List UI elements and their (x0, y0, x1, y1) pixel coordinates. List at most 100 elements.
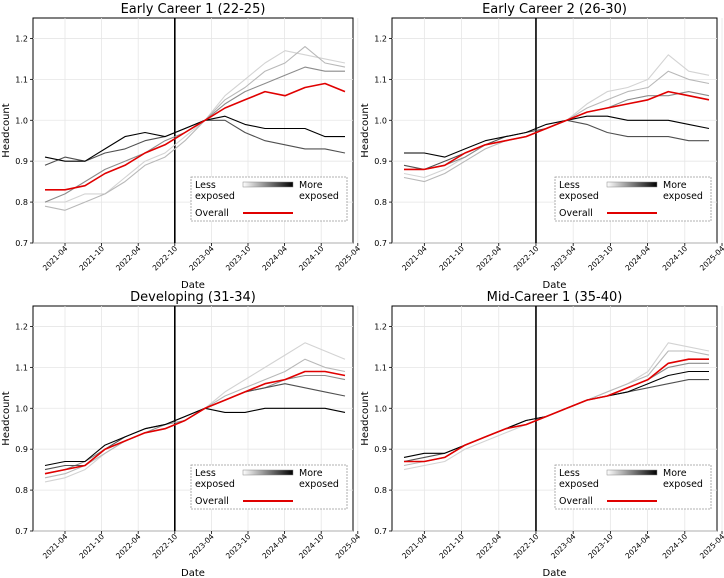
y-tick-label: 0.7 (15, 239, 28, 248)
x-tick-label: 2023-04 (187, 532, 216, 561)
x-tick-label: 2021-10 (77, 532, 106, 561)
legend-more-line: More (299, 468, 323, 479)
legend-overall-label: Overall (559, 208, 593, 219)
overall-series-line (45, 82, 346, 191)
legend-less-line: Less (195, 468, 216, 479)
x-tick-label: 2024-04 (260, 244, 289, 273)
x-tick-label: 2022-10 (151, 532, 180, 561)
x-tick-label: 2022-10 (512, 244, 541, 273)
exposure-series-line (404, 115, 710, 158)
y-tick-label: 0.9 (374, 445, 387, 454)
overall-series-line (44, 370, 346, 475)
x-tick-label: 2022-04 (475, 244, 504, 273)
legend-less-exposed-label: Less exposed (195, 468, 235, 490)
x-tick-label: 2023-04 (549, 244, 578, 273)
x-tick-label: 2022-04 (114, 532, 143, 561)
legend-overall-label: Overall (195, 496, 229, 507)
exposure-series-line (44, 115, 345, 162)
legend-exposure-gradient-bar (242, 469, 294, 476)
chart-title: Mid-Career 1 (35-40) (487, 290, 623, 305)
y-tick-label: 0.9 (15, 157, 28, 166)
y-tick-label: 0.9 (15, 445, 28, 454)
x-tick-label: 2021-04 (400, 244, 429, 273)
y-tick-label: 1.0 (15, 116, 28, 125)
legend-more-exposed-label: More exposed (299, 468, 339, 490)
x-tick-label: 2024-10 (661, 532, 690, 561)
chart-title: Developing (31-34) (130, 290, 256, 305)
x-tick-label: 2023-10 (586, 244, 615, 273)
exposure-series-line (44, 407, 346, 467)
legend-less-line: Less (559, 180, 580, 191)
legend-more-line: exposed (663, 191, 703, 202)
y-tick-label: 1.2 (374, 322, 387, 331)
x-tick-label: 2025-04 (334, 244, 363, 273)
y-tick-label: 0.9 (374, 157, 387, 166)
x-tick-label: 2023-04 (187, 244, 216, 273)
legend-less-exposed-label: Less exposed (195, 180, 235, 202)
overall-series-line (404, 90, 710, 171)
legend-exposure-gradient-bar (242, 181, 294, 188)
legend-more-line: exposed (299, 479, 339, 490)
x-tick-label: 2024-04 (260, 532, 289, 561)
legend-exposure-gradient-bar (606, 469, 658, 476)
x-tick-label: 2021-10 (437, 532, 466, 561)
x-axis-label: Date (181, 568, 205, 578)
x-tick-label: 2025-04 (698, 532, 724, 561)
x-axis-label: Date (181, 280, 205, 291)
x-axis-label: Date (543, 568, 567, 578)
y-tick-label: 0.7 (374, 239, 387, 248)
x-axis-label: Date (543, 280, 567, 291)
y-tick-label: 0.7 (15, 527, 28, 536)
x-tick-label: 2022-10 (151, 244, 180, 273)
legend-less-line: exposed (559, 191, 599, 202)
legend-exposure-gradient-bar (606, 181, 658, 188)
legend-more-exposed-label: More exposed (299, 180, 339, 202)
x-tick-label: 2021-04 (41, 532, 70, 561)
y-tick-label: 1.1 (374, 75, 387, 84)
x-tick-label: 2022-04 (114, 244, 143, 273)
x-tick-label: 2021-04 (400, 532, 429, 561)
chart-panel: 0.7 0.8 0.9 1.0 1.1 1.2 2021-04 2021-10 2022-04 2… (360, 290, 724, 578)
x-tick-label: 2023-10 (586, 532, 615, 561)
y-tick-label: 0.8 (15, 198, 28, 207)
x-tick-label: 2024-04 (623, 244, 652, 273)
overall-series-line (404, 358, 709, 463)
legend-more-line: exposed (299, 191, 339, 202)
legend-more-line: More (299, 180, 323, 191)
y-tick-label: 1.2 (15, 34, 28, 43)
x-tick-label: 2024-10 (297, 244, 326, 273)
plot-frame (391, 305, 718, 532)
exposure-series-line (44, 46, 346, 211)
x-tick-label: 2024-10 (661, 244, 690, 273)
x-tick-label: 2023-04 (549, 532, 578, 561)
legend-less-exposed-label: Less exposed (559, 180, 599, 202)
legend-overall-label: Overall (195, 208, 229, 219)
legend-more-exposed-label: More exposed (663, 468, 703, 490)
y-tick-label: 1.1 (374, 363, 387, 372)
y-tick-label: 0.7 (374, 527, 387, 536)
legend-more-line: More (663, 180, 687, 191)
x-tick-label: 2021-04 (41, 244, 70, 273)
legend-less-line: Less (195, 180, 216, 191)
x-tick-label: 2023-10 (224, 532, 253, 561)
y-axis-label: Headcount (1, 103, 12, 157)
y-tick-label: 1.2 (374, 34, 387, 43)
x-tick-label: 2023-10 (224, 244, 253, 273)
y-tick-label: 1.2 (15, 322, 28, 331)
x-tick-label: 2021-10 (77, 244, 106, 273)
chart-title: Early Career 1 (22-25) (121, 2, 266, 17)
exposure-series-line (45, 50, 346, 203)
legend-more-line: exposed (663, 479, 703, 490)
legend-less-line: exposed (559, 479, 599, 490)
y-axis-label: Headcount (360, 103, 371, 157)
y-axis-label: Headcount (360, 391, 371, 445)
legend-less-line: Less (559, 468, 580, 479)
x-tick-label: 2022-04 (475, 532, 504, 561)
y-tick-label: 1.0 (374, 404, 387, 413)
y-tick-label: 0.8 (374, 486, 387, 495)
